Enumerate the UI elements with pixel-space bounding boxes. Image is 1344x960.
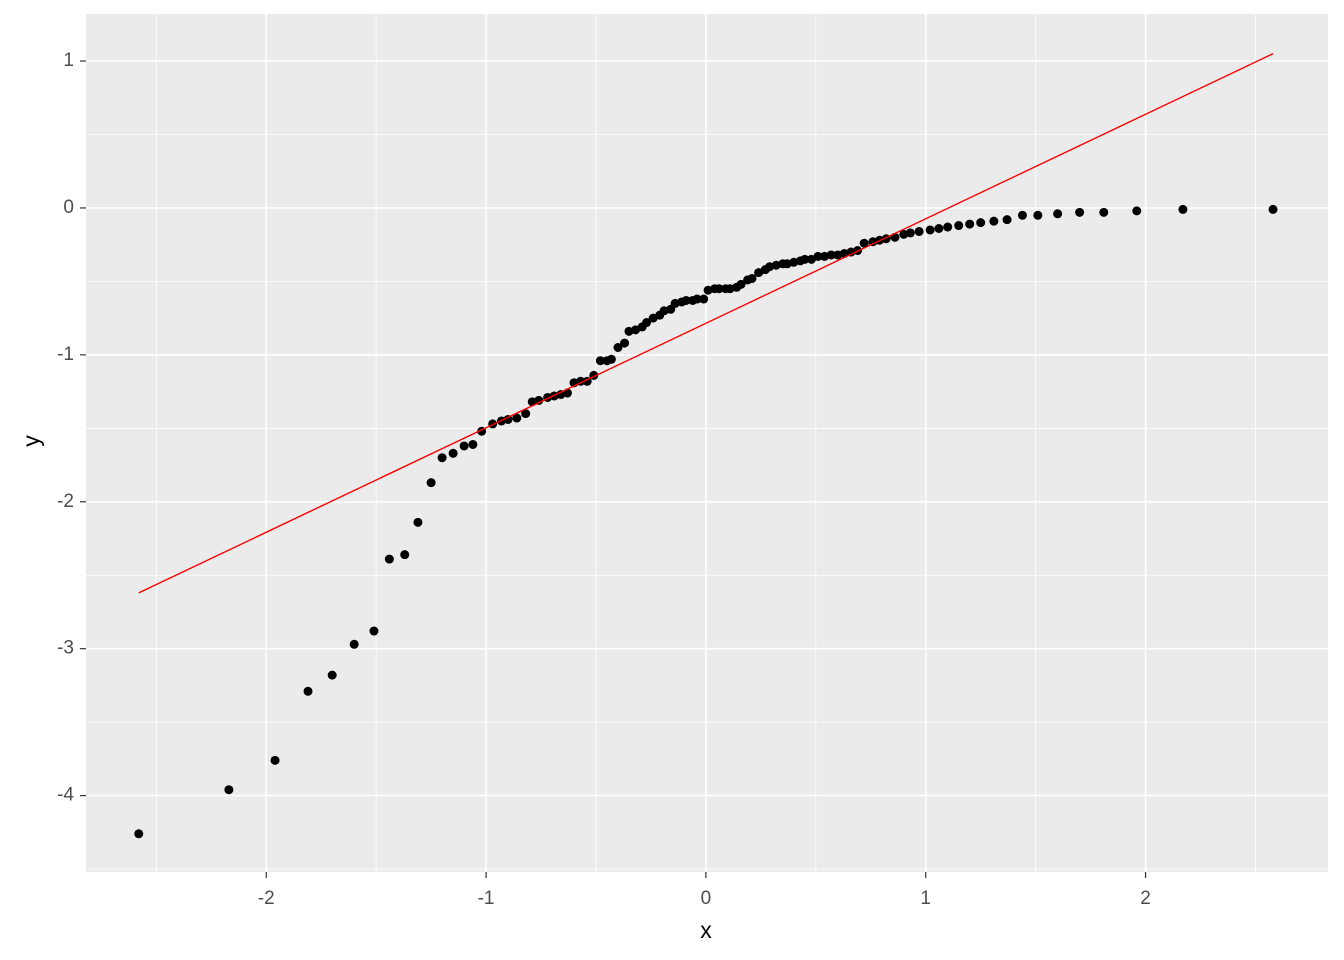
point bbox=[1099, 207, 1109, 217]
point bbox=[1053, 209, 1063, 219]
panel bbox=[86, 14, 1328, 872]
point bbox=[905, 228, 915, 238]
point bbox=[800, 254, 810, 264]
point bbox=[595, 356, 605, 366]
y-tick-label: 0 bbox=[63, 197, 74, 218]
point bbox=[692, 294, 702, 304]
point bbox=[512, 413, 522, 423]
point bbox=[747, 273, 757, 283]
point bbox=[349, 639, 359, 649]
point bbox=[1002, 215, 1012, 225]
point bbox=[681, 295, 691, 305]
point bbox=[976, 218, 986, 228]
point bbox=[534, 395, 544, 405]
point bbox=[736, 279, 746, 289]
point bbox=[448, 448, 458, 458]
point bbox=[384, 554, 394, 564]
point bbox=[642, 318, 652, 328]
x-tick-label: 1 bbox=[920, 888, 931, 909]
point bbox=[620, 338, 630, 348]
point bbox=[134, 829, 144, 839]
point bbox=[943, 222, 953, 232]
y-tick-label: -2 bbox=[57, 491, 74, 512]
y-tick-label: -1 bbox=[57, 344, 74, 365]
point bbox=[369, 626, 379, 636]
y-tick-label: -3 bbox=[57, 638, 74, 659]
point bbox=[426, 478, 436, 488]
point bbox=[826, 250, 836, 260]
y-tick-label: 1 bbox=[63, 50, 74, 71]
point bbox=[613, 343, 623, 353]
point bbox=[699, 294, 709, 304]
point bbox=[1268, 204, 1278, 214]
point bbox=[224, 785, 234, 795]
point bbox=[270, 755, 280, 765]
point bbox=[327, 670, 337, 680]
point bbox=[521, 409, 531, 419]
point bbox=[303, 686, 313, 696]
point bbox=[1178, 204, 1188, 214]
point bbox=[965, 219, 975, 229]
point bbox=[1033, 210, 1043, 220]
point bbox=[459, 441, 469, 451]
x-tick-label: -2 bbox=[258, 888, 275, 909]
point bbox=[606, 354, 616, 364]
point bbox=[934, 224, 944, 233]
point bbox=[914, 226, 924, 236]
y-axis-title: y bbox=[18, 435, 44, 447]
point bbox=[813, 251, 823, 261]
point bbox=[413, 517, 423, 527]
x-tick-label: -1 bbox=[478, 888, 495, 909]
x-tick-label: 2 bbox=[1140, 888, 1151, 909]
y-tick-label: -4 bbox=[57, 785, 74, 806]
point bbox=[989, 216, 999, 226]
point bbox=[437, 453, 447, 463]
reference-line bbox=[138, 53, 1274, 594]
point bbox=[859, 238, 869, 248]
point bbox=[714, 284, 724, 294]
point bbox=[1075, 207, 1085, 217]
x-axis-title: x bbox=[700, 917, 712, 943]
point bbox=[1017, 210, 1027, 220]
point bbox=[503, 414, 513, 424]
point bbox=[954, 221, 964, 231]
point bbox=[1132, 206, 1142, 216]
x-tick-label: 0 bbox=[701, 888, 712, 909]
point bbox=[468, 439, 478, 449]
point bbox=[400, 550, 410, 560]
point bbox=[925, 225, 935, 235]
